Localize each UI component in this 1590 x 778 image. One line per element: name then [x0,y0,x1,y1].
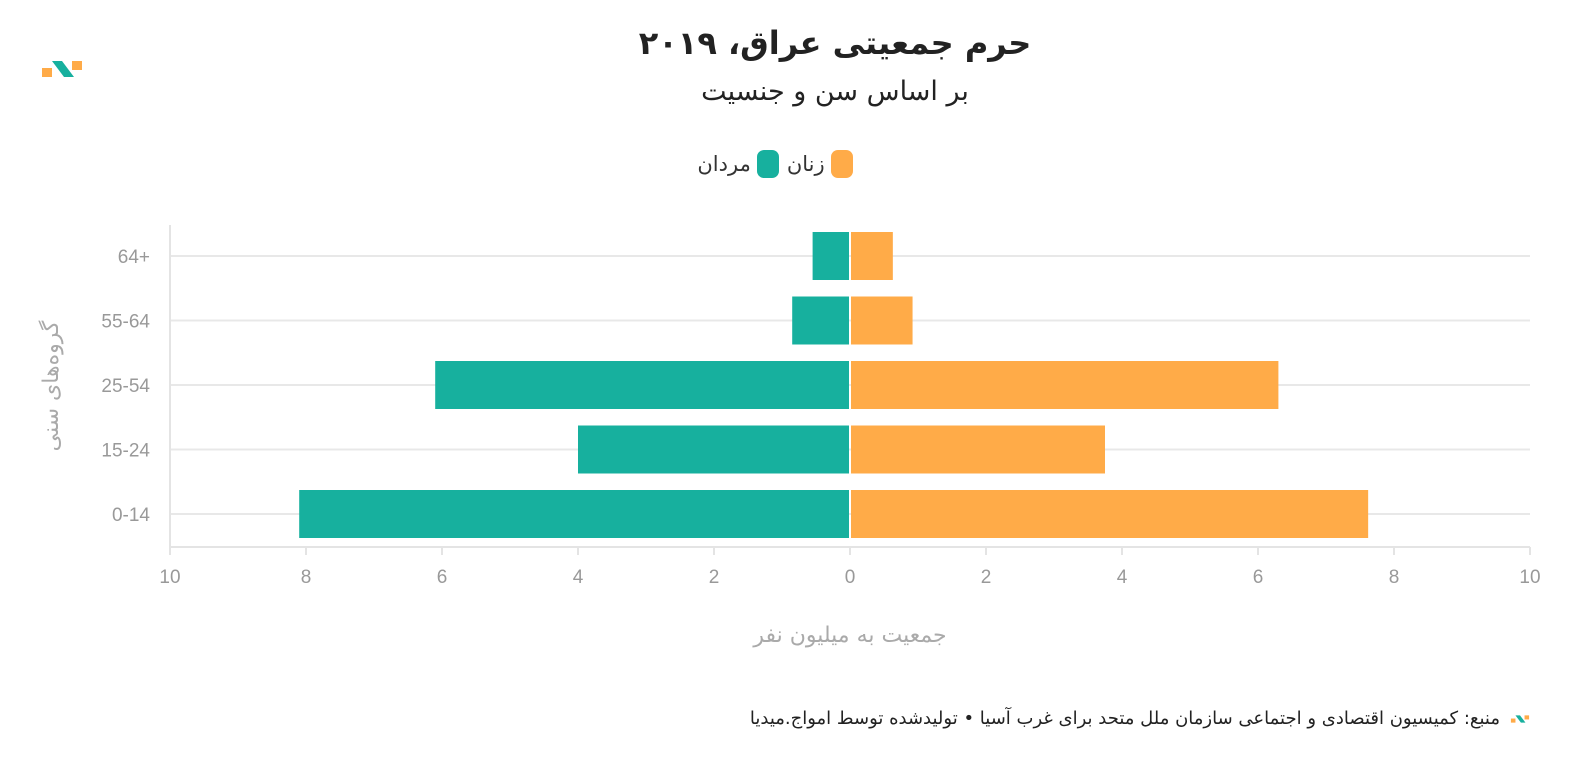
grid-layer [170,255,1530,515]
bar-men-25-54[interactable] [435,361,849,409]
y-tick-label: 25-54 [101,376,150,397]
x-axis-label: جمعیت به میلیون نفر [752,623,946,648]
x-tick-label: 6 [1253,567,1264,588]
legend-swatch-women [830,150,853,178]
legend: زنان مردان [0,150,1550,178]
bar-women-15-24[interactable] [851,425,1105,474]
brand-logo-icon [42,61,82,77]
bar-women-0-14[interactable] [851,490,1369,538]
bar-men-15-24[interactable] [578,425,849,474]
x-tick-label: 10 [159,567,180,588]
x-tick-label: 4 [573,567,584,588]
bar-women-64+[interactable] [851,232,893,280]
legend-item-women[interactable]: زنان [787,150,853,178]
source-text: منبع: کمیسیون اقتصادی و اجتماعی سازمان م… [749,708,1500,729]
legend-item-men[interactable]: مردان [697,150,779,178]
chart-title: حرم جمعیتی عراق، ۲۰۱۹ [638,24,1032,62]
legend-label-men: مردان [697,152,751,176]
bar-men-0-14[interactable] [299,490,849,538]
legend-label-women: زنان [786,152,825,176]
y-tick-label: 55-64 [101,312,150,333]
footer-source: منبع: کمیسیون اقتصادی و اجتماعی سازمان م… [750,708,1530,729]
population-pyramid-chart: 0-14 15-24 25-54 55-64 64+ 10 8 6 4 2 0 2 4 6 8 10 گروه… [38,225,1541,648]
y-tick-label: 64+ [118,247,150,268]
y-tick-label: 15-24 [101,441,150,462]
axis-layer: 0-14 15-24 25-54 55-64 64+ 10 8 6 4 2 0 2 4 6 8 10 [101,225,1541,588]
bar-women-55-64[interactable] [851,296,913,345]
x-tick-label: 10 [1519,567,1540,588]
x-tick-label: 8 [1389,567,1400,588]
x-tick-label: 0 [845,567,856,588]
chart-subtitle: بر اساس سن و جنسیت [701,76,969,107]
x-tick-label: 8 [301,567,312,588]
footer-brand-icon [1510,714,1530,723]
legend-swatch-men [756,150,779,178]
y-tick-label: 0-14 [112,505,150,526]
bar-layer [299,232,1369,538]
bar-men-55-64[interactable] [792,296,849,345]
x-tick-label: 2 [709,567,720,588]
bar-women-25-54[interactable] [851,361,1279,409]
x-tick-label: 4 [1117,567,1128,588]
y-axis-label: گروه‌های سنی [38,320,64,451]
x-tick-label: 6 [437,567,448,588]
bar-men-64+[interactable] [812,232,849,280]
x-tick-label: 2 [981,567,992,588]
